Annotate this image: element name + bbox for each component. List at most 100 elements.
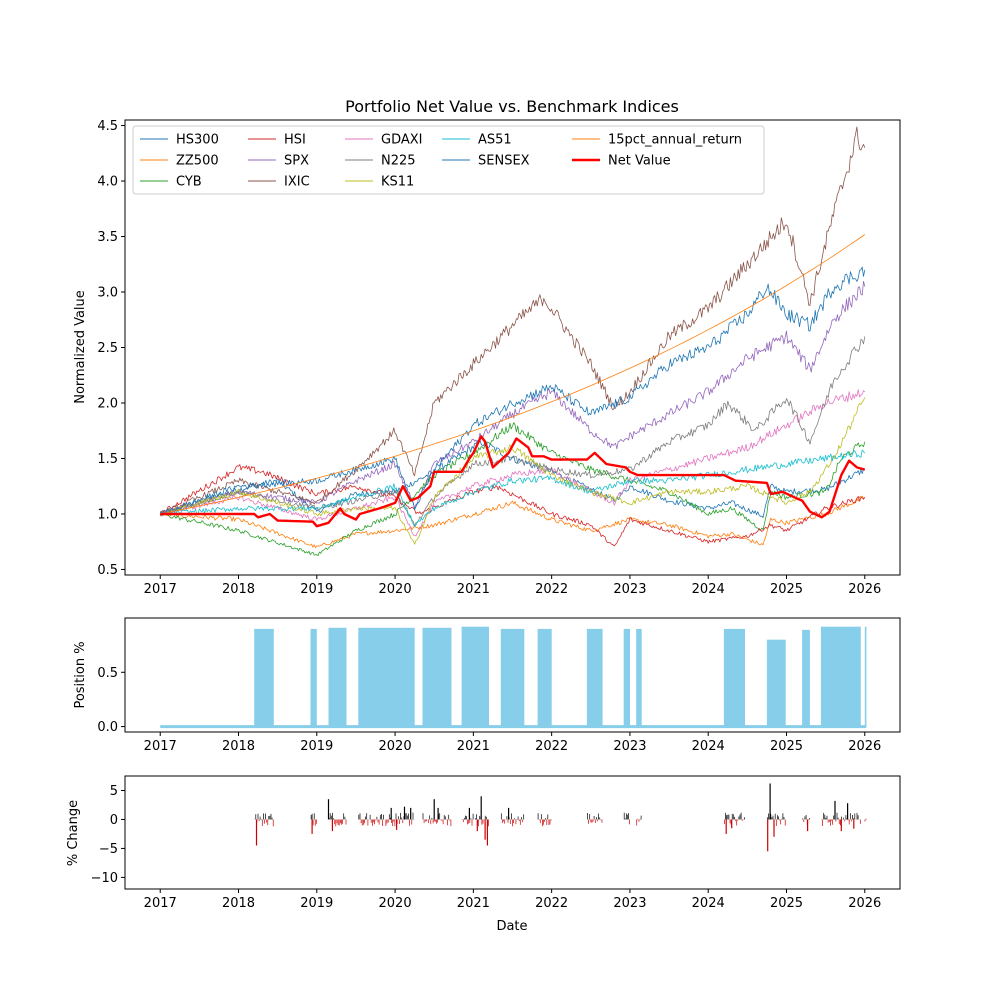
legend-label-7: N225 [381,154,416,169]
position-block-8 [586,628,603,727]
change-bars-group [254,783,867,852]
x-tick-label-0-1: 2018 [222,582,255,597]
legend-label-9: AS51 [478,133,512,148]
series-line-ks11 [159,397,866,545]
position-block-12 [766,639,786,727]
series-line-spx [160,281,866,516]
position-y-ticks: 0.0 0.5 [97,666,125,735]
position-block-7 [537,628,552,727]
position-panel: 2017 2018 2019 2020 2021 2022 2023 2024 2025 2026… [73,617,901,754]
x-tick-label-1-4: 2021 [457,739,490,754]
position-block-3 [358,627,415,727]
position-block-11 [723,628,745,727]
legend-label-6: GDAXI [381,133,423,148]
y-tick-label-0-2: 1.5 [97,452,118,467]
change-plot-frame [124,775,901,890]
y-tick-label-0-6: 3.5 [97,230,118,245]
x-tick-label-1-9: 2026 [848,739,881,754]
x-tick-label-2-7: 2024 [692,896,725,911]
series-line-n225 [159,336,866,527]
series-line-15pct-annual-return [160,234,866,515]
main-series-group [159,126,866,556]
series-line-hsi [160,464,866,547]
change-panel: 2017 2018 2019 2020 2021 2022 2023 2024 2025 2026… [66,775,901,934]
change-y-axis-label: % Change [66,800,81,866]
position-block-5 [461,626,489,727]
x-tick-label-2-8: 2025 [770,896,803,911]
x-tick-label-2-4: 2021 [457,896,490,911]
x-tick-label-1-5: 2022 [535,739,568,754]
series-line-ixic [160,126,866,516]
y-tick-label-0-1: 1.0 [97,507,118,522]
y-tick-label-1-0: 0.0 [97,720,118,735]
position-plot-frame [124,617,901,733]
position-fill-group [160,626,867,729]
y-tick-label-2-3: −10 [91,871,118,886]
y-tick-label-2-0: 5 [110,784,118,799]
legend-label-8: KS11 [381,175,414,190]
legend-label-0: HS300 [176,133,219,148]
x-tick-label-2-0: 2017 [144,896,177,911]
series-line-cyb [159,422,866,556]
x-tick-label-0-9: 2026 [848,582,881,597]
position-block-14 [820,626,861,727]
y-tick-label-1-1: 0.5 [97,666,118,681]
position-x-ticks: 2017 2018 2019 2020 2021 2022 2023 2024 2025 2026 [144,732,881,754]
x-tick-label-2-9: 2026 [848,896,881,911]
x-tick-label-0-0: 2017 [144,582,177,597]
y-tick-label-0-0: 0.5 [97,563,118,578]
y-tick-label-0-8: 4.5 [97,119,118,134]
x-tick-label-0-8: 2025 [770,582,803,597]
change-x-axis-label: Date [496,919,527,934]
series-line-net-value [160,435,866,528]
net-value-panel: Portfolio Net Value vs. Benchmark Indice… [73,97,901,597]
legend-label-11: 15pct_annual_return [608,133,742,148]
legend-label-4: SPX [284,154,309,169]
x-tick-label-1-0: 2017 [144,739,177,754]
x-tick-label-0-5: 2022 [535,582,568,597]
x-tick-label-2-6: 2023 [613,896,646,911]
x-tick-label-2-3: 2020 [379,896,412,911]
series-line-sensex [159,266,866,516]
position-block-6 [500,628,525,727]
position-block-13 [802,629,810,727]
legend-entries: HS300 ZZ500 CYB HSI SPX IXIC GDAXI N225 KS11 AS51… [140,133,742,190]
x-tick-label-1-2: 2019 [300,739,333,754]
x-tick-label-2-2: 2019 [300,896,333,911]
y-tick-label-0-3: 2.0 [97,396,118,411]
change-x-ticks: 2017 2018 2019 2020 2021 2022 2023 2024 2025 2026 [144,889,881,911]
y-tick-label-2-1: 0 [110,813,118,828]
legend-label-1: ZZ500 [176,154,219,169]
main-y-axis-label: Normalized Value [73,290,88,404]
series-line-zz500 [159,495,866,549]
position-y-axis-label: Position % [73,641,88,708]
x-tick-label-2-5: 2022 [535,896,568,911]
x-tick-label-0-6: 2023 [613,582,646,597]
legend-label-2: CYB [176,175,202,190]
position-block-10 [636,628,642,727]
series-line-hs300 [159,439,865,518]
legend-label-5: IXIC [284,175,310,190]
legend-label-12: Net Value [608,154,671,169]
x-tick-label-1-7: 2024 [692,739,725,754]
x-tick-label-2-1: 2018 [222,896,255,911]
position-block-1 [310,628,317,727]
legend-label-3: HSI [284,133,306,148]
change-y-ticks: 5 0 −5 −10 [91,784,125,886]
x-tick-label-0-4: 2021 [457,582,490,597]
x-tick-label-1-6: 2023 [613,739,646,754]
position-block-9 [623,628,630,727]
x-tick-label-1-8: 2025 [770,739,803,754]
position-block-15 [864,626,867,727]
chart-title: Portfolio Net Value vs. Benchmark Indice… [345,97,679,116]
x-tick-label-0-2: 2019 [300,582,333,597]
x-tick-label-0-3: 2020 [379,582,412,597]
legend: HS300 ZZ500 CYB HSI SPX IXIC GDAXI N225 KS11 AS51… [132,125,765,195]
y-tick-label-0-7: 4.0 [97,175,118,190]
legend-label-10: SENSEX [478,154,530,169]
x-tick-label-1-3: 2020 [379,739,412,754]
main-x-ticks: 2017 2018 2019 2020 2021 2022 2023 2024 2025 2026 [144,575,881,597]
series-line-gdaxi [160,389,866,537]
position-block-2 [328,627,347,727]
